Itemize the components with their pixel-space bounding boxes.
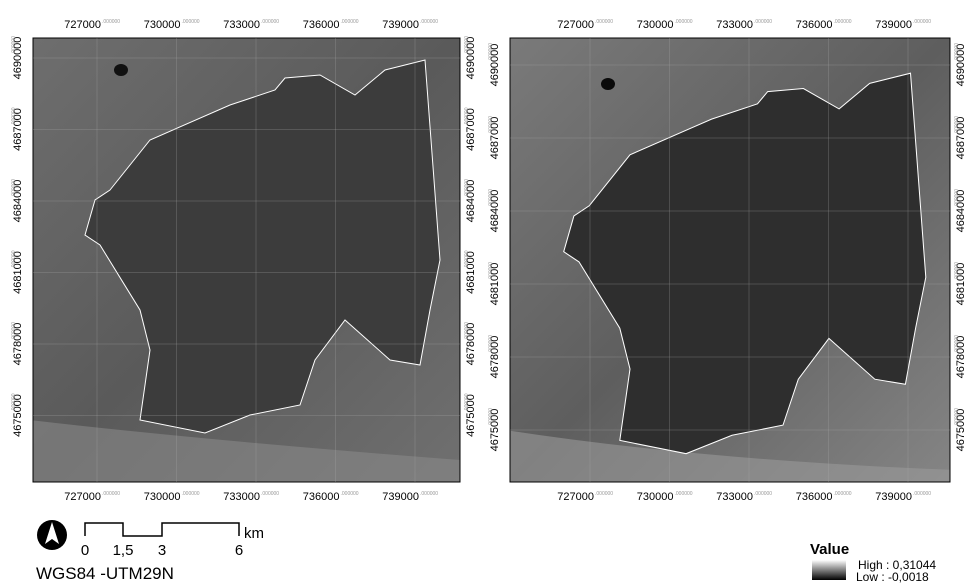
x-tick-decimals: .000000 <box>102 491 120 497</box>
x-tick-decimals: .000000 <box>834 19 852 25</box>
x-tick-decimals: .000000 <box>182 19 200 25</box>
y-tick-decimals: .000000 <box>464 322 470 340</box>
x-tick-decimals: .000000 <box>341 19 359 25</box>
x-tick-label: 733000 <box>716 491 753 503</box>
y-tick-decimals: .000000 <box>11 250 17 268</box>
x-tick-decimals: .000000 <box>261 491 279 497</box>
x-tick-decimals: .000000 <box>102 19 120 25</box>
x-tick-decimals: .000000 <box>675 491 693 497</box>
legend-ramp <box>812 560 846 580</box>
figure: km WGS84 -UTM29N Value High : 0,31044 Lo… <box>0 0 970 583</box>
x-tick-label: 730000 <box>144 19 181 31</box>
y-tick-decimals: .000000 <box>488 335 494 353</box>
map-right <box>505 38 955 482</box>
x-tick-decimals: .000000 <box>675 19 693 25</box>
legend-low: Low : -0,0018 <box>856 570 929 583</box>
y-tick-decimals: .000000 <box>11 107 17 125</box>
x-tick-label: 727000 <box>64 19 101 31</box>
x-tick-label: 736000 <box>303 19 340 31</box>
y-tick-decimals: .000000 <box>488 43 494 61</box>
y-tick-decimals: .000000 <box>464 179 470 197</box>
y-tick-decimals: .000000 <box>954 43 960 61</box>
y-tick-decimals: .000000 <box>954 189 960 207</box>
x-tick-label: 730000 <box>637 19 674 31</box>
y-tick-decimals: .000000 <box>464 107 470 125</box>
y-tick-decimals: .000000 <box>954 262 960 280</box>
scale-unit: km <box>244 525 264 542</box>
crs-label: WGS84 -UTM29N <box>36 564 174 583</box>
x-tick-decimals: .000000 <box>913 19 931 25</box>
y-tick-decimals: .000000 <box>488 408 494 426</box>
y-tick-decimals: .000000 <box>464 393 470 411</box>
x-tick-label: 727000 <box>557 491 594 503</box>
x-tick-label: 727000 <box>64 491 101 503</box>
x-tick-decimals: .000000 <box>913 491 931 497</box>
y-tick-decimals: .000000 <box>464 36 470 54</box>
y-tick-decimals: .000000 <box>954 335 960 353</box>
x-tick-label: 739000 <box>875 491 912 503</box>
x-tick-label: 739000 <box>875 19 912 31</box>
x-tick-decimals: .000000 <box>261 19 279 25</box>
x-tick-label: 727000 <box>557 19 594 31</box>
x-tick-label: 733000 <box>716 19 753 31</box>
x-tick-label: 739000 <box>382 491 419 503</box>
scale-bar <box>85 523 239 536</box>
x-tick-decimals: .000000 <box>341 491 359 497</box>
y-tick-decimals: .000000 <box>954 408 960 426</box>
north-arrow <box>37 520 67 550</box>
y-tick-decimals: .000000 <box>488 116 494 134</box>
y-tick-decimals: .000000 <box>11 179 17 197</box>
y-tick-decimals: .000000 <box>11 322 17 340</box>
x-tick-decimals: .000000 <box>182 491 200 497</box>
y-tick-decimals: .000000 <box>488 262 494 280</box>
x-tick-label: 736000 <box>796 491 833 503</box>
x-tick-label: 733000 <box>223 19 260 31</box>
x-tick-decimals: .000000 <box>420 19 438 25</box>
legend-title: Value <box>810 541 849 558</box>
x-tick-decimals: .000000 <box>420 491 438 497</box>
x-tick-label: 736000 <box>303 491 340 503</box>
x-tick-decimals: .000000 <box>595 491 613 497</box>
x-tick-decimals: .000000 <box>834 491 852 497</box>
scale-label: 0 <box>81 542 89 559</box>
x-tick-decimals: .000000 <box>595 19 613 25</box>
y-tick-decimals: .000000 <box>488 189 494 207</box>
x-tick-label: 739000 <box>382 19 419 31</box>
x-tick-label: 730000 <box>637 491 674 503</box>
scale-label: 6 <box>235 542 243 559</box>
x-tick-decimals: .000000 <box>754 19 772 25</box>
x-tick-label: 733000 <box>223 491 260 503</box>
y-tick-decimals: .000000 <box>11 36 17 54</box>
y-tick-decimals: .000000 <box>11 393 17 411</box>
scale-label: 3 <box>158 542 166 559</box>
scale-label: 1,5 <box>113 542 134 559</box>
y-tick-decimals: .000000 <box>464 250 470 268</box>
x-tick-label: 736000 <box>796 19 833 31</box>
y-tick-decimals: .000000 <box>954 116 960 134</box>
x-tick-decimals: .000000 <box>754 491 772 497</box>
x-tick-label: 730000 <box>144 491 181 503</box>
